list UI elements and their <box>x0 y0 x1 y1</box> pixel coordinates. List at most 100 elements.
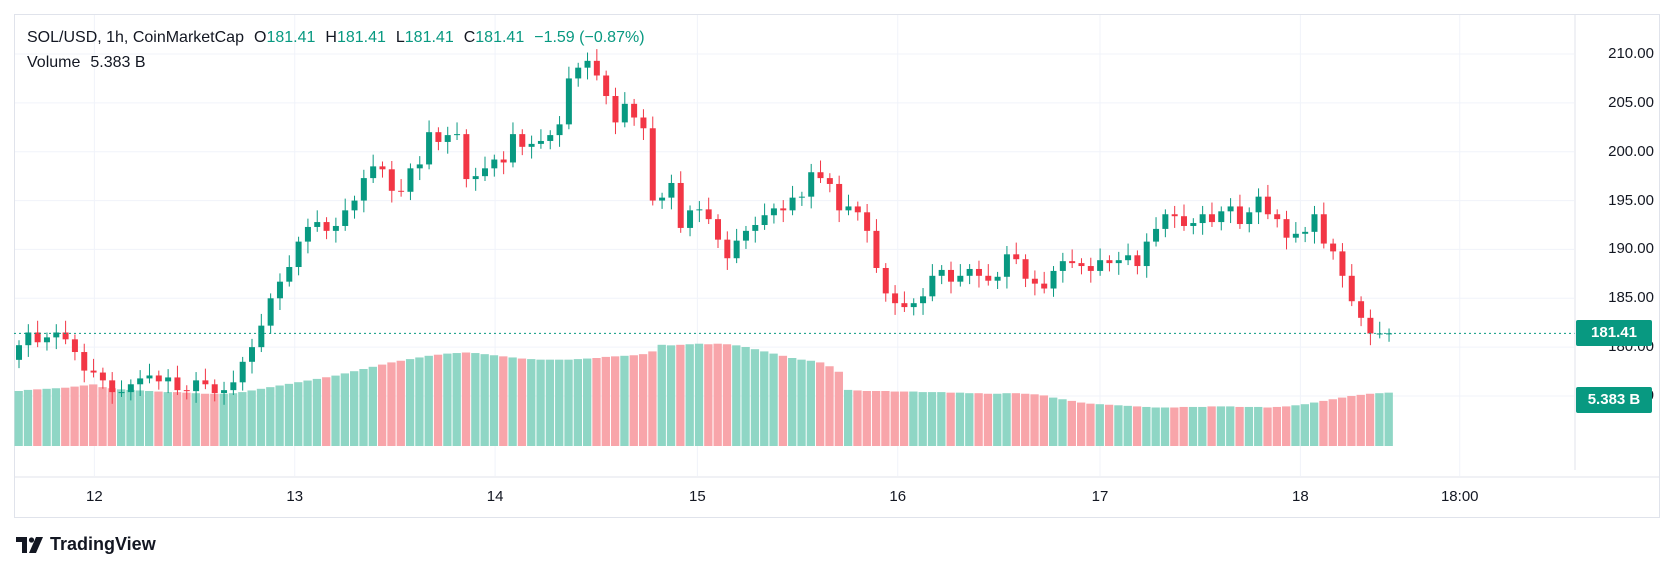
candle-body <box>1013 254 1020 260</box>
candle-body <box>826 178 833 184</box>
candle-body <box>1022 259 1029 279</box>
candle-body <box>929 275 936 297</box>
volume-series <box>14 343 1393 446</box>
volume-bar <box>825 366 834 446</box>
volume-bar <box>191 393 200 446</box>
volume-bar <box>769 353 778 446</box>
volume-bar <box>238 392 247 446</box>
volume-bar <box>1030 394 1039 446</box>
volume-bar <box>228 393 238 446</box>
x-tick-label: 18:00 <box>1440 488 1479 505</box>
volume-bar <box>1347 395 1356 446</box>
candle-body <box>342 210 349 226</box>
candle-body <box>193 380 200 392</box>
volume-bar <box>1170 407 1179 446</box>
volume-bar <box>489 355 499 446</box>
volume-bar <box>1123 405 1132 446</box>
volume-bar <box>154 391 163 446</box>
candle-body <box>62 332 69 340</box>
candle-body <box>668 182 675 198</box>
volume-bar <box>1375 393 1384 446</box>
close-value: 181.41 <box>475 29 525 46</box>
candle-body <box>1181 216 1187 226</box>
volume-bar <box>219 393 228 446</box>
candle-body <box>640 117 647 129</box>
volume-label[interactable]: Volume <box>27 54 81 71</box>
candle-body <box>249 347 255 362</box>
volume-bar <box>135 390 144 446</box>
candle-body <box>575 67 582 79</box>
volume-bar <box>788 358 797 446</box>
volume-bar <box>638 354 648 446</box>
volume-legend: Volume 5.383 B <box>27 52 146 74</box>
high-label: H <box>325 29 337 46</box>
candle-body <box>174 377 181 391</box>
volume-bar <box>1142 406 1151 446</box>
volume-bar <box>1254 406 1263 446</box>
candle-body <box>1125 255 1132 261</box>
volume-bar <box>685 344 694 446</box>
candle-body <box>677 182 684 228</box>
candle-body <box>901 303 908 308</box>
volume-bar <box>778 355 788 446</box>
symbol-title[interactable]: SOL/USD, 1h, CoinMarketCap <box>27 29 244 46</box>
volume-bar <box>1198 406 1207 446</box>
volume-bar <box>797 359 806 446</box>
candle-body <box>1367 317 1374 334</box>
volume-bar <box>536 359 545 446</box>
volume-bar <box>424 355 433 446</box>
candle-body <box>34 332 41 343</box>
volume-bar <box>993 393 1002 446</box>
volume-bar <box>657 344 666 446</box>
candle-body <box>742 230 749 241</box>
tradingview-brand[interactable]: TradingView <box>16 534 156 555</box>
close-label: C <box>463 29 476 46</box>
volume-bar <box>433 354 443 446</box>
candle-body <box>90 370 97 373</box>
y-tick-label: 185.00 <box>1608 289 1654 307</box>
volume-bar <box>629 355 638 446</box>
volume-bar <box>834 371 843 446</box>
volume-bar <box>331 375 340 446</box>
candle-body <box>388 169 395 191</box>
candle-body <box>631 103 638 118</box>
x-tick-label: 15 <box>689 488 706 505</box>
candle-body <box>1031 278 1038 284</box>
candle-body <box>1236 206 1243 225</box>
volume-bar <box>760 351 769 446</box>
candle-body <box>81 352 88 371</box>
x-tick-label: 14 <box>486 488 504 505</box>
candle-body <box>295 241 302 268</box>
volume-bar <box>452 353 461 446</box>
volume-bar <box>275 385 284 446</box>
volume-bar <box>443 353 452 446</box>
volume-bar <box>937 392 946 446</box>
candle-body <box>1283 219 1290 238</box>
volume-bar <box>256 388 266 446</box>
candle-body <box>1143 241 1150 267</box>
candle-body <box>491 159 498 169</box>
candle-body <box>416 164 423 169</box>
volume-bar <box>1021 393 1030 446</box>
volume-bar <box>722 344 732 446</box>
candle-body <box>239 361 246 383</box>
candle-body <box>202 380 209 385</box>
candle-body <box>472 176 479 180</box>
candle-body <box>845 206 852 211</box>
candle-body <box>463 134 470 180</box>
candle-body <box>565 78 572 125</box>
volume-bar <box>890 391 899 446</box>
volume-bar <box>1272 406 1282 446</box>
volume-bar <box>471 353 480 446</box>
volume-bar <box>1356 394 1365 446</box>
candle-body <box>258 325 265 348</box>
last-volume-badge: 5.383 B <box>1576 386 1652 413</box>
candle-body <box>910 303 917 308</box>
volume-bar <box>1095 404 1104 446</box>
candle-body <box>1059 261 1066 271</box>
candle-body <box>267 298 274 326</box>
volume-bar <box>1151 407 1160 446</box>
candle-body <box>584 60 591 68</box>
candle-body <box>1320 214 1327 244</box>
